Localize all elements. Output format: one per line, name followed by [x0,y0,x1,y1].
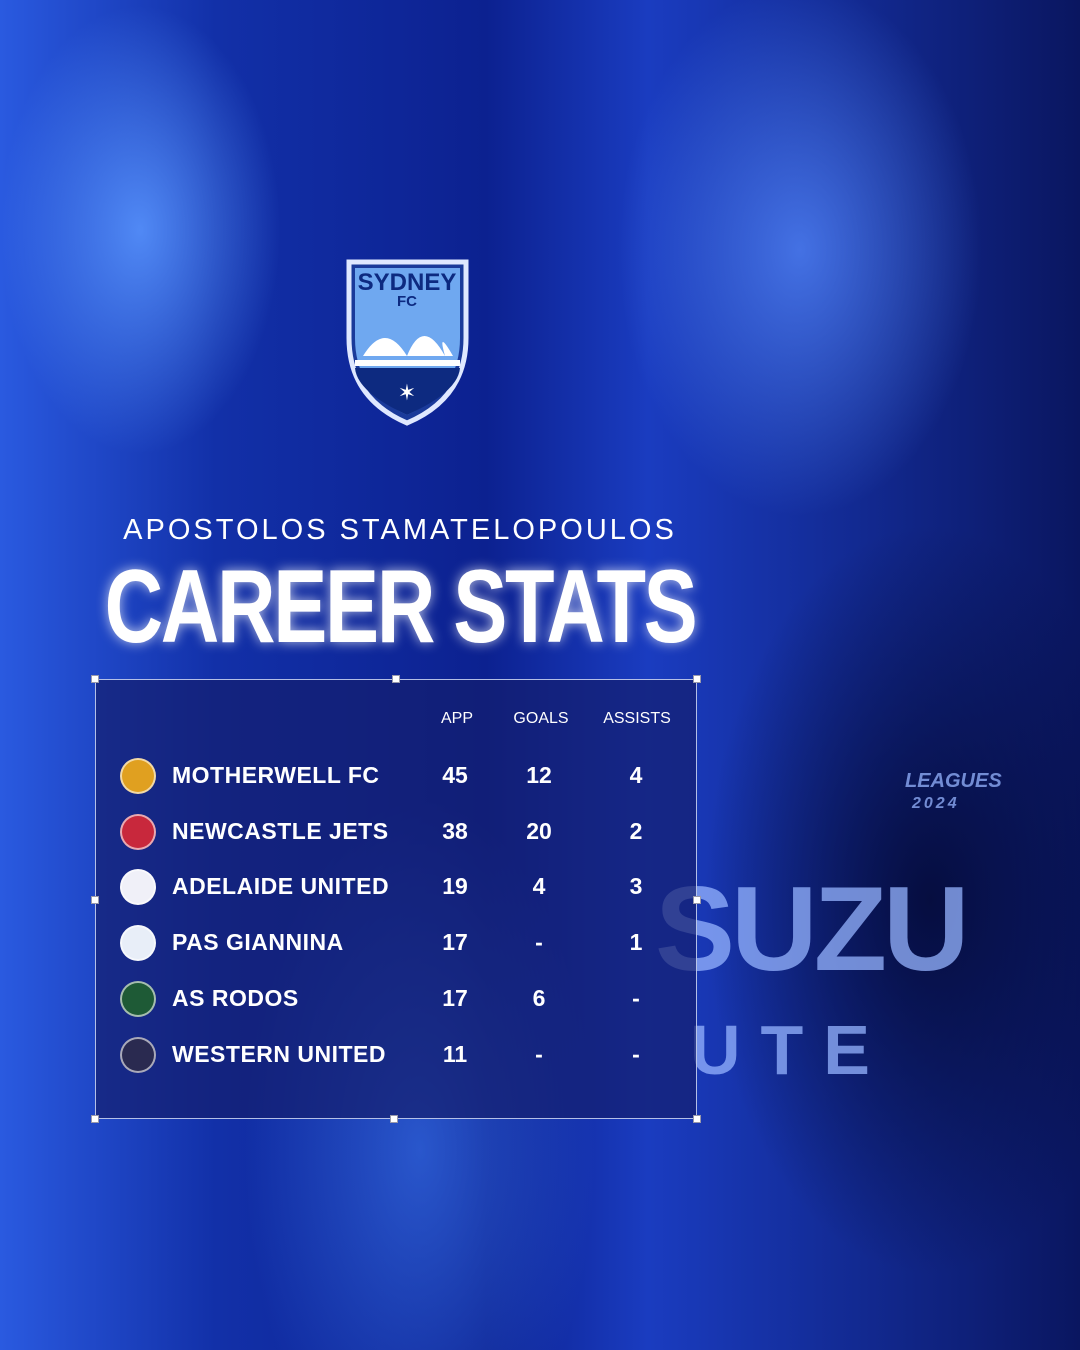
goals-value: 20 [526,817,552,844]
team-crest-icon [120,869,156,906]
table-row: PAS GIANNINA 17 - 1 [96,925,696,965]
page-title: CAREER STATS [104,549,698,665]
team-crest-icon [120,813,156,850]
goals-value: 6 [532,984,546,1011]
shirt-year-text: 2024 [912,795,960,812]
team-name: AS RODOS [172,984,299,1011]
goals-value: 12 [526,762,552,788]
app-value: 19 [442,873,468,900]
team-crest-icon [120,925,156,962]
team-name: MOTHERWELL FC [172,762,380,788]
table-row: WESTERN UNITED 11 - - [96,1036,696,1077]
app-value: 45 [442,762,468,788]
team-name: PAS GIANNINA [172,929,344,956]
logo-text: SYDNEY [358,269,457,296]
goals-value: - [535,1040,543,1067]
svg-text:✶: ✶ [398,380,416,405]
stats-table: APP GOALS ASSISTS MOTHERWELL FC 45 12 4 … [91,675,701,1123]
selection-handle [91,675,99,683]
shirt-league-text: LEAGUES [905,770,1002,792]
selection-handle [693,896,701,904]
goals-value: 4 [532,873,546,900]
shirt-sponsor-text-2: UTE [690,1011,890,1089]
app-value: 11 [442,1040,468,1067]
selection-handle [91,1115,99,1123]
goals-value: - [535,929,543,956]
selection-handle [693,675,701,683]
team-crest-icon [120,758,156,794]
table-row: NEWCASTLE JETS 38 20 2 [96,813,696,854]
app-value: 17 [442,929,468,956]
shirt-sponsor-text: SUZU [655,862,970,996]
assists-value: 1 [629,929,643,956]
team-name: NEWCASTLE JETS [172,817,389,844]
assists-value: 2 [629,817,643,844]
table-row: MOTHERWELL FC 45 12 4 [96,758,696,798]
assists-value: 4 [629,762,643,788]
team-crest-icon [120,1036,156,1073]
selection-handle [693,1115,701,1123]
app-value: 17 [442,984,468,1011]
assists-value: - [632,984,640,1011]
selection-handle [392,675,400,683]
header-assists: ASSISTS [603,710,671,727]
assists-value: 3 [629,873,643,900]
sydney-fc-logo: SYDNEY FC ✶ [346,259,469,426]
table-row: ADELAIDE UNITED 19 4 3 [96,869,696,909]
team-name: ADELAIDE UNITED [172,873,390,900]
team-crest-icon [120,980,156,1017]
assists-value: - [632,1040,640,1067]
selection-handle [91,896,99,904]
header-app: APP [440,710,473,727]
player-name: APOSTOLOS STAMATELOPOULOS [123,514,677,546]
table-row: AS RODOS 17 6 - [96,980,696,1021]
team-name: WESTERN UNITED [172,1040,386,1067]
header-goals: GOALS [513,710,569,727]
app-value: 38 [442,817,468,844]
selection-handle [390,1115,398,1123]
logo-text-fc: FC [397,293,417,310]
